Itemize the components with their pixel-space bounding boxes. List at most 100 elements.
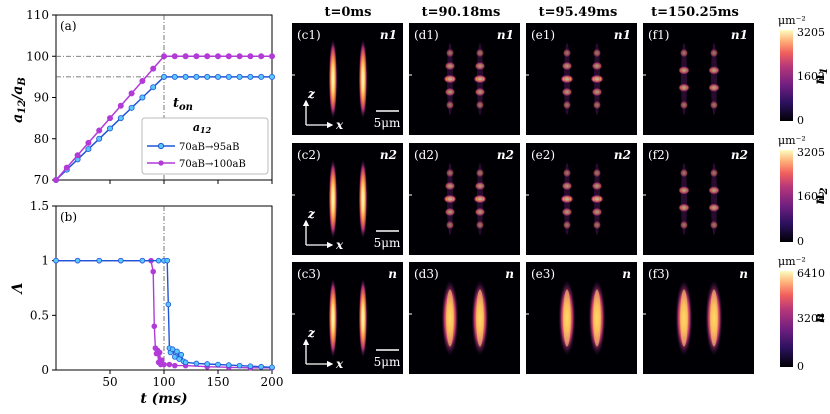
density-fringe: [591, 181, 603, 191]
density-panel-background: [292, 23, 403, 135]
density-panel-label: (e1): [531, 28, 555, 42]
density-quantity-label: n: [388, 267, 397, 281]
panel-b-data-point: [226, 362, 232, 368]
panel-a-data-point: [107, 125, 114, 132]
density-fringe: [561, 207, 573, 217]
panel-b-data-point: [118, 257, 124, 264]
density-fringe: [678, 186, 690, 195]
panel-b-data-point: [96, 257, 102, 264]
panel-a: 70 80 90 100 110 (a) ton a12/aB a12 70aB→95a…: [10, 8, 275, 187]
panel-b-data-point: [204, 361, 211, 367]
colorbar-2: [780, 150, 793, 242]
density-fringe: [710, 168, 718, 178]
panel-a-data-point: [139, 94, 146, 101]
density-panel-(c2): (c2) n2 z x 5μm: [292, 143, 403, 255]
panel-b-xtick-label: 100: [153, 375, 176, 389]
x-axis-label: x: [335, 238, 344, 252]
panel-a-data-point: [247, 73, 254, 80]
density-fringe: [708, 66, 720, 75]
panel-a-data-point: [236, 53, 243, 60]
panel-b-ytick-label: 1: [41, 254, 49, 268]
colorbar-row-3: μm⁻² 6410 3204 0 n: [778, 255, 828, 373]
colorbar-3-unit: μm⁻²: [778, 255, 806, 268]
density-fringe: [443, 194, 457, 204]
density-fringe: [710, 100, 718, 110]
density-panel-background: [643, 143, 754, 255]
density-fringe: [446, 168, 454, 178]
panel-b-data-point: [182, 359, 189, 366]
panel-b-ytick-label: 0: [41, 363, 49, 377]
panel-a-ytick-label: 90: [34, 91, 49, 105]
density-panel-(f3): (f3) n: [643, 262, 754, 374]
density-fringe: [473, 194, 487, 204]
density-fringe: [446, 100, 454, 110]
panel-b-data-point: [155, 257, 162, 264]
panel-b-xtick-label: 50: [102, 375, 117, 389]
panel-a-data-point: [171, 53, 178, 60]
density-fringe: [680, 100, 688, 110]
panel-a-ytick-label: 70: [34, 173, 49, 187]
legend-title: a12: [193, 121, 212, 135]
panel-b-data-point: [156, 349, 163, 356]
density-quantity-label: n: [739, 267, 748, 281]
panel-b-xlabel: t (ms): [140, 391, 187, 407]
density-panel-label: (e2): [531, 148, 555, 162]
panel-a-data-point: [214, 53, 221, 60]
density-fringe: [474, 87, 486, 97]
density-panel-(d1): (d1) n1: [409, 23, 520, 135]
fringe-envelope: [477, 43, 483, 115]
legend-label-100: 70aB→100aB: [179, 159, 246, 170]
density-fringe: [446, 48, 454, 58]
density-fringe: [680, 168, 688, 178]
colorbar-1: [780, 30, 793, 121]
density-panel-label: (d2): [414, 148, 439, 162]
colorbar-1-max: 3205: [797, 26, 825, 39]
density-fringe: [590, 74, 604, 84]
density-fringe: [443, 74, 457, 84]
fringe-envelope: [681, 43, 687, 115]
condensate-core: [563, 289, 571, 347]
panel-b-data-point: [74, 257, 81, 264]
density-quantity-label: n1: [614, 28, 631, 42]
panel-a-data-point: [150, 84, 157, 91]
density-panel-label: (f1): [648, 28, 669, 42]
density-panel-(f2): (f2) n2: [643, 143, 754, 255]
density-fringe: [593, 220, 601, 230]
colorbar-2-min: 0: [797, 235, 804, 248]
density-fringe: [563, 48, 571, 58]
panel-b-data-point: [269, 364, 275, 371]
density-fringe: [563, 168, 571, 178]
density-quantity-label: n1: [380, 28, 397, 42]
panel-a-data-point: [171, 73, 178, 80]
density-panel-label: (d1): [414, 28, 439, 42]
density-panel-background: [526, 143, 637, 255]
density-panel-label: (e3): [531, 267, 555, 281]
panel-b-data-point: [161, 361, 167, 368]
panel-b-data-point: [178, 351, 185, 358]
panel-a-data-point: [96, 127, 103, 134]
colorbar-row-1: μm⁻² 3205 1602 0 n1: [778, 14, 830, 127]
density-panel-label: (d3): [414, 267, 439, 281]
fringe-envelope: [681, 163, 687, 235]
density-fringe: [560, 74, 574, 84]
panel-b-ylabel: Λ: [10, 282, 26, 295]
panel-a-xticks: [109, 180, 273, 184]
panel-a-data-point: [53, 176, 60, 183]
panel-a-ytick-label: 110: [26, 8, 49, 22]
panel-a-data-point: [182, 53, 189, 60]
density-fringe: [560, 194, 574, 204]
panel-a-data-point: [85, 146, 92, 153]
panel-a-data-point: [204, 53, 211, 60]
density-fringe: [444, 207, 456, 217]
fringe-envelope: [447, 163, 453, 235]
panel-b-data-point: [172, 354, 178, 360]
density-panel-(d2): (d2) n2: [409, 143, 520, 255]
density-quantity-label: n2: [380, 148, 397, 162]
panel-a-data-point: [268, 73, 275, 80]
panel-a-series: [53, 53, 275, 183]
density-fringe: [473, 74, 487, 84]
panel-a-data-point: [236, 73, 243, 80]
density-fringe: [678, 203, 690, 212]
panel-b-data-point: [166, 361, 173, 368]
